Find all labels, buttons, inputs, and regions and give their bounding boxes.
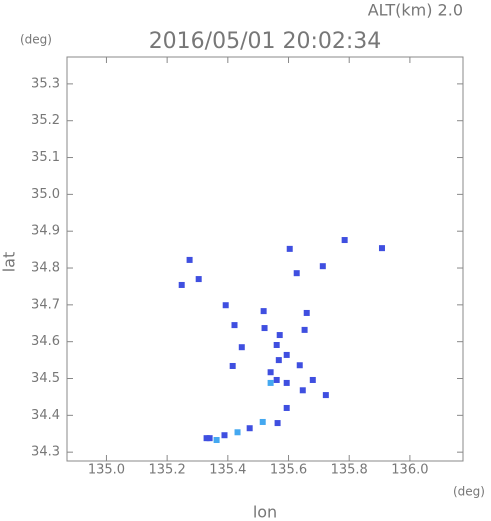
- y-tick-label: 34.6: [31, 334, 60, 349]
- echo-cell: [260, 308, 267, 315]
- echo-cell: [276, 332, 283, 339]
- echo-cell: [319, 263, 326, 270]
- y-tick-label: 35.3: [31, 76, 60, 91]
- echo-cell: [283, 379, 290, 386]
- y-tick-label: 34.7: [31, 297, 60, 312]
- echo-cell: [261, 325, 268, 332]
- echo-cell: [221, 432, 228, 439]
- x-tick-label: 135.2: [149, 463, 186, 478]
- echo-cell: [178, 281, 185, 288]
- echo-cell: [222, 302, 229, 309]
- echo-cell: [267, 369, 274, 376]
- echo-cell: [231, 322, 238, 329]
- echo-cell: [267, 379, 274, 386]
- echo-cell: [234, 429, 241, 436]
- echo-cell: [322, 392, 329, 399]
- echo-cell: [283, 404, 290, 411]
- echo-cell: [273, 341, 280, 348]
- y-tick-label: 34.8: [31, 261, 60, 276]
- echo-cell: [286, 245, 293, 252]
- echo-cell: [299, 387, 306, 394]
- echo-cell: [186, 256, 193, 263]
- echo-cell: [203, 435, 210, 442]
- y-axis-label: lat: [0, 252, 19, 273]
- echo-cell: [273, 376, 280, 383]
- x-tick-label: 135.8: [331, 463, 368, 478]
- echo-cell: [296, 362, 303, 369]
- echo-cell: [206, 435, 213, 442]
- echo-cell: [259, 418, 266, 425]
- x-tick-label: 135.0: [88, 463, 125, 478]
- echo-cell: [229, 362, 236, 369]
- echo-cell: [213, 437, 220, 444]
- echo-cell: [195, 276, 202, 283]
- y-tick-label: 34.4: [31, 408, 60, 423]
- y-tick-label: 34.9: [31, 224, 60, 239]
- echo-cell: [309, 376, 316, 383]
- y-unit: (deg): [20, 33, 52, 47]
- echo-cell: [301, 326, 308, 333]
- x-unit: (deg): [453, 485, 485, 499]
- echo-cell: [378, 245, 385, 252]
- x-tick-label: 136.0: [391, 463, 428, 478]
- y-tick-label: 35.0: [31, 187, 60, 202]
- echo-cell: [246, 425, 253, 432]
- x-tick-label: 135.4: [209, 463, 246, 478]
- y-tick-label: 34.5: [31, 371, 60, 386]
- echo-cell: [275, 357, 282, 364]
- y-tick-label: 35.2: [31, 113, 60, 128]
- echo-cell: [238, 344, 245, 351]
- x-tick-label: 135.6: [270, 463, 307, 478]
- altitude-label: ALT(km) 2.0: [368, 1, 463, 20]
- echo-cell: [341, 237, 348, 244]
- echo-cell: [303, 309, 310, 316]
- echo-cell: [283, 351, 290, 358]
- plot-frame: [66, 56, 464, 462]
- echo-cell: [274, 420, 281, 427]
- y-tick-label: 34.3: [31, 445, 60, 460]
- y-tick-label: 35.1: [31, 150, 60, 165]
- x-axis-label: lon: [253, 503, 277, 521]
- echo-cell: [293, 270, 300, 277]
- chart-title: 2016/05/01 20:02:34: [149, 29, 382, 54]
